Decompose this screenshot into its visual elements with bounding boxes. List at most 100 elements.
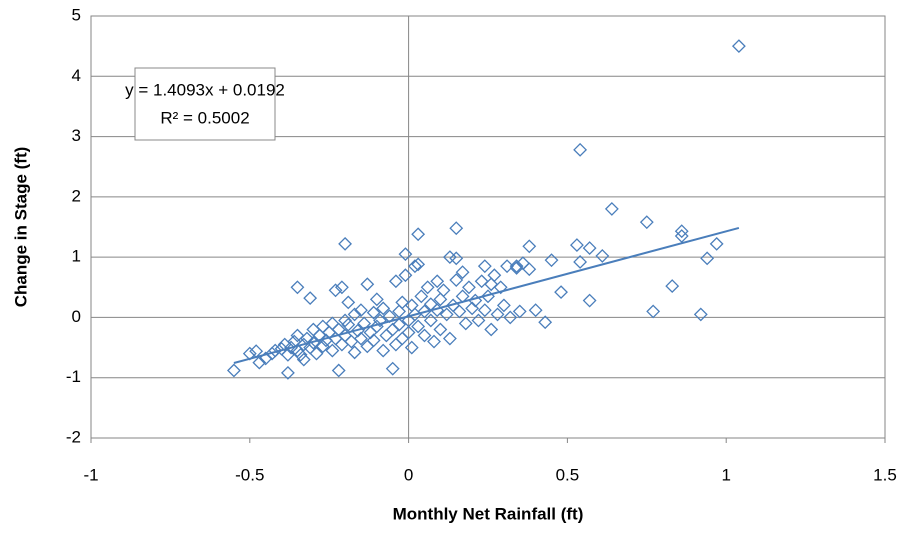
point xyxy=(347,307,362,322)
point xyxy=(385,361,400,376)
point xyxy=(484,277,499,292)
point xyxy=(442,331,457,346)
point xyxy=(674,224,689,239)
point xyxy=(227,363,241,378)
y-axis-title: Change in Stage (ft) xyxy=(11,147,30,308)
point xyxy=(493,280,508,295)
point xyxy=(334,280,349,295)
point xyxy=(538,315,553,330)
point xyxy=(554,285,568,300)
point xyxy=(700,251,715,266)
point xyxy=(369,292,384,307)
point xyxy=(420,280,435,295)
point xyxy=(439,307,454,322)
point xyxy=(693,307,708,322)
point xyxy=(280,365,295,380)
point xyxy=(449,273,464,287)
point xyxy=(385,322,400,337)
point xyxy=(503,310,518,325)
x-axis-title: Monthly Net Rainfall (ft) xyxy=(393,504,584,523)
point xyxy=(404,340,419,355)
point xyxy=(376,301,391,316)
point xyxy=(354,303,368,318)
point xyxy=(474,274,489,289)
point xyxy=(471,313,486,328)
point xyxy=(268,343,283,358)
point xyxy=(414,289,429,304)
point xyxy=(341,295,356,310)
y-tick-label: 0 xyxy=(72,307,81,326)
point xyxy=(522,262,537,277)
y-tick-label: 3 xyxy=(72,126,81,145)
point xyxy=(436,283,451,298)
point xyxy=(328,283,343,298)
point xyxy=(573,142,588,157)
point xyxy=(309,346,324,361)
point xyxy=(544,253,559,268)
y-tick-label: 5 xyxy=(72,5,81,24)
point xyxy=(731,39,746,54)
point xyxy=(452,304,467,319)
equation: y = 1.4093x + 0.0192 xyxy=(125,80,285,99)
y-tick-label: 2 xyxy=(72,186,81,205)
r-squared: R² = 0.5002 xyxy=(160,108,249,127)
point xyxy=(395,331,410,346)
point xyxy=(398,247,413,262)
point xyxy=(379,328,394,343)
point xyxy=(582,293,597,308)
point xyxy=(401,325,416,340)
point xyxy=(496,298,511,313)
y-tick-label: -2 xyxy=(66,427,81,446)
point xyxy=(303,291,318,306)
point xyxy=(338,236,352,251)
point xyxy=(392,317,406,332)
point xyxy=(423,313,438,328)
point xyxy=(573,255,588,269)
point xyxy=(376,343,391,358)
x-tick-label: -0.5 xyxy=(235,465,264,484)
y-tick-label: 1 xyxy=(72,247,81,266)
point xyxy=(509,259,524,274)
y-tick-label: -1 xyxy=(66,367,81,386)
point xyxy=(665,279,680,293)
x-tick-label: 0 xyxy=(404,465,413,484)
point xyxy=(293,347,308,362)
x-tick-label: 0.5 xyxy=(556,465,580,484)
point xyxy=(522,239,537,254)
point xyxy=(408,259,422,274)
point xyxy=(357,316,372,331)
point xyxy=(477,259,492,274)
point xyxy=(433,322,448,337)
point xyxy=(430,274,445,289)
point xyxy=(604,201,619,216)
point xyxy=(341,317,356,332)
point xyxy=(484,322,499,337)
point xyxy=(398,268,413,283)
point xyxy=(388,337,403,352)
point xyxy=(284,340,299,355)
point xyxy=(417,304,432,319)
point xyxy=(290,280,305,295)
x-tick-label: -1 xyxy=(83,465,98,484)
point xyxy=(570,238,584,253)
point xyxy=(373,313,387,328)
point xyxy=(388,274,403,289)
point xyxy=(338,313,352,328)
point xyxy=(477,303,492,318)
point xyxy=(490,307,505,322)
point xyxy=(646,304,661,319)
point xyxy=(411,227,426,242)
trendline xyxy=(233,226,740,364)
point xyxy=(392,304,406,319)
point xyxy=(458,316,473,331)
point xyxy=(252,355,267,370)
point xyxy=(347,345,362,360)
point xyxy=(462,280,476,295)
point xyxy=(512,304,527,319)
point xyxy=(290,328,305,343)
point xyxy=(709,236,724,251)
y-tick-label: 4 xyxy=(72,66,81,85)
point xyxy=(528,303,543,318)
point xyxy=(500,259,514,274)
point xyxy=(366,333,381,348)
